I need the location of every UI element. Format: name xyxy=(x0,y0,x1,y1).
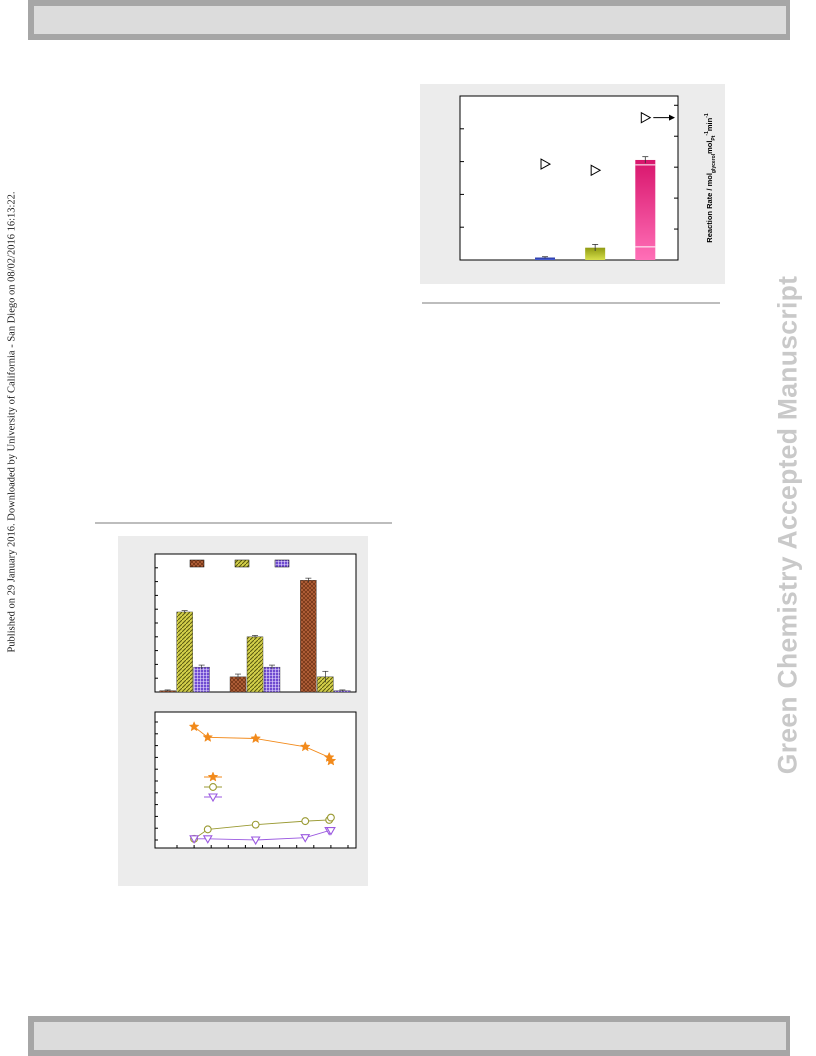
marker-star xyxy=(299,741,311,752)
bar-gla xyxy=(263,666,281,693)
rate-point xyxy=(540,158,552,170)
y2-axis-label-part: Reaction Rate / mol xyxy=(705,173,714,243)
y2-axis-label-part: glycerol xyxy=(711,153,717,173)
bar-gad xyxy=(176,611,193,693)
figure-rule-top xyxy=(422,302,720,304)
marker-star xyxy=(202,731,214,742)
marker-triangle-down xyxy=(189,835,200,844)
legend-swatch-a xyxy=(234,559,250,568)
marker-circle xyxy=(326,813,335,822)
selectivity-charts xyxy=(118,536,368,886)
legend-swatch-a xyxy=(189,559,205,568)
y2-axis-label-part: min xyxy=(705,117,714,131)
y2-axis-label-part: -1 xyxy=(704,131,710,136)
bar-dha xyxy=(300,580,317,693)
marker-star xyxy=(207,771,219,782)
selectivity-figure xyxy=(118,536,368,891)
publication-note: Published on 29 January 2016. Downloaded… xyxy=(0,187,24,657)
publication-note-text: Published on 29 January 2016. Downloaded… xyxy=(6,191,18,653)
y2-axis-label-part: -1 xyxy=(704,113,710,118)
marker-circle xyxy=(251,820,260,829)
marker-triangle-down xyxy=(325,827,336,836)
bar-gad xyxy=(246,636,264,693)
header-band xyxy=(28,0,790,40)
marker-triangle-down xyxy=(250,836,261,846)
y2-axis-label-part: Pt xyxy=(711,135,717,140)
watermark-text: Green Chemistry Accepted Manuscript xyxy=(772,275,803,775)
y2-axis-label-part: mol xyxy=(705,141,714,154)
rate-point xyxy=(640,111,652,124)
dha-yield-chart: Reaction Rate / molglycerolmolPt-1min-1 xyxy=(420,84,725,284)
marker-triangle-down xyxy=(208,793,218,803)
marker-circle xyxy=(209,783,217,791)
y2-axis-label: Reaction Rate / molglycerolmolPt-1min-1 xyxy=(704,113,717,243)
footer-band xyxy=(28,1016,790,1056)
bar-ptc xyxy=(535,257,556,260)
dha-yield-figure: Reaction Rate / molglycerolmolPt-1min-1 xyxy=(420,84,725,289)
rate-point xyxy=(590,164,602,177)
marker-circle xyxy=(301,817,310,826)
figure-rule-left xyxy=(95,522,392,524)
marker-circle xyxy=(203,825,212,834)
legend-swatch-a xyxy=(274,559,290,568)
watermark: Green Chemistry Accepted Manuscript xyxy=(760,240,816,810)
marker-triangle-down xyxy=(300,834,311,843)
bar-gla xyxy=(193,666,210,693)
marker-triangle-down xyxy=(202,835,213,844)
bar-ptsbc xyxy=(635,159,656,260)
bar-ptbic xyxy=(585,247,606,260)
marker-star xyxy=(250,732,262,744)
marker-star xyxy=(188,721,200,732)
marker-star xyxy=(325,755,337,766)
